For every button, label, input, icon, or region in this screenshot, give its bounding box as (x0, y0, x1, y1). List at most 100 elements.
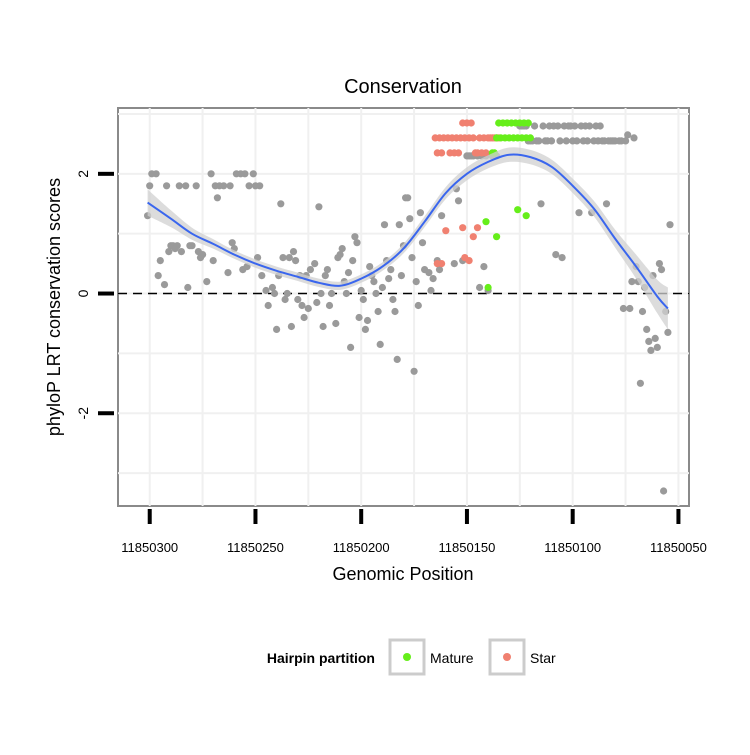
point-other (412, 278, 420, 286)
point-other (406, 215, 414, 223)
point-other (325, 301, 334, 310)
point-other (476, 283, 484, 292)
legend-label-mature: Mature (430, 650, 474, 666)
point-other (410, 367, 418, 375)
point-other (537, 200, 545, 208)
point-other (188, 242, 196, 250)
smooth-line (147, 153, 669, 310)
point-other (535, 137, 543, 145)
point-mature (484, 283, 492, 292)
y-tick-label: 2 (75, 170, 91, 178)
point-star (454, 149, 463, 157)
point-other (154, 272, 162, 280)
point-other (160, 281, 169, 289)
point-other (228, 239, 236, 247)
point-other (655, 260, 664, 268)
point-other (393, 355, 401, 363)
point-mature (522, 212, 530, 220)
point-other (558, 254, 566, 262)
point-other (664, 328, 672, 336)
point-other (404, 194, 412, 202)
point-other (224, 269, 232, 277)
point-mature (482, 218, 490, 226)
point-other (344, 269, 353, 277)
point-other (573, 137, 581, 145)
point-other (342, 289, 350, 298)
point-other (395, 221, 403, 229)
x-axis-label: Genomic Position (332, 564, 473, 584)
point-other (380, 221, 389, 229)
point-other (374, 307, 382, 316)
point-other (304, 304, 312, 313)
point-other (622, 137, 630, 145)
point-other (372, 289, 380, 298)
point-other (279, 254, 287, 262)
point-other (199, 251, 207, 259)
point-other (353, 239, 361, 247)
point-other (203, 278, 211, 286)
point-other (241, 170, 249, 178)
point-other (311, 260, 319, 268)
x-tick-label: 11850150 (439, 540, 496, 555)
point-other (425, 269, 433, 277)
x-axis: 11850300 11850250 11850200 11850150 11850100… (121, 509, 707, 555)
point-other (152, 170, 160, 178)
point-other (638, 307, 647, 316)
point-other (289, 248, 298, 256)
point-other (645, 337, 653, 345)
point-other (376, 340, 384, 348)
point-other (273, 325, 281, 333)
plot-panel (117, 107, 690, 507)
point-other (657, 266, 666, 274)
point-other (258, 272, 266, 280)
point-other (361, 325, 369, 333)
point-star (465, 257, 473, 265)
point-other (562, 137, 570, 145)
point-other (647, 346, 655, 354)
point-other (552, 251, 560, 259)
point-other (177, 248, 185, 256)
point-other (575, 209, 583, 217)
point-other (387, 266, 395, 274)
point-other (408, 254, 416, 262)
point-other (480, 263, 488, 271)
point-other (556, 137, 564, 145)
point-other (435, 266, 444, 274)
point-other (624, 131, 632, 139)
point-other (292, 257, 300, 265)
point-other (175, 182, 183, 190)
point-mature (526, 134, 535, 142)
legend-title: Hairpin partition (267, 650, 375, 666)
point-other (602, 200, 611, 208)
point-other (653, 343, 661, 351)
point-star (469, 233, 477, 241)
point-mature (493, 233, 501, 241)
point-star (467, 119, 475, 127)
point-other (651, 334, 659, 342)
point-other (450, 260, 458, 268)
point-other (363, 316, 372, 325)
point-other (319, 322, 327, 331)
point-other (220, 182, 228, 190)
point-other (539, 122, 547, 130)
point-other (165, 248, 173, 256)
x-tick-label: 11850200 (333, 540, 390, 555)
point-other (660, 487, 668, 495)
point-other (619, 304, 628, 313)
point-other (268, 283, 276, 292)
point-other (359, 295, 367, 304)
point-other (429, 275, 437, 283)
point-star (438, 149, 446, 157)
legend-marker-star (503, 653, 511, 661)
point-other (317, 289, 325, 298)
point-other (643, 325, 651, 333)
point-other (571, 122, 579, 130)
x-tick-label: 11850100 (544, 540, 601, 555)
point-other (370, 278, 378, 286)
point-other (397, 272, 405, 280)
chart-title: Conservation (344, 76, 462, 98)
point-other (328, 289, 336, 298)
point-other (454, 197, 463, 205)
